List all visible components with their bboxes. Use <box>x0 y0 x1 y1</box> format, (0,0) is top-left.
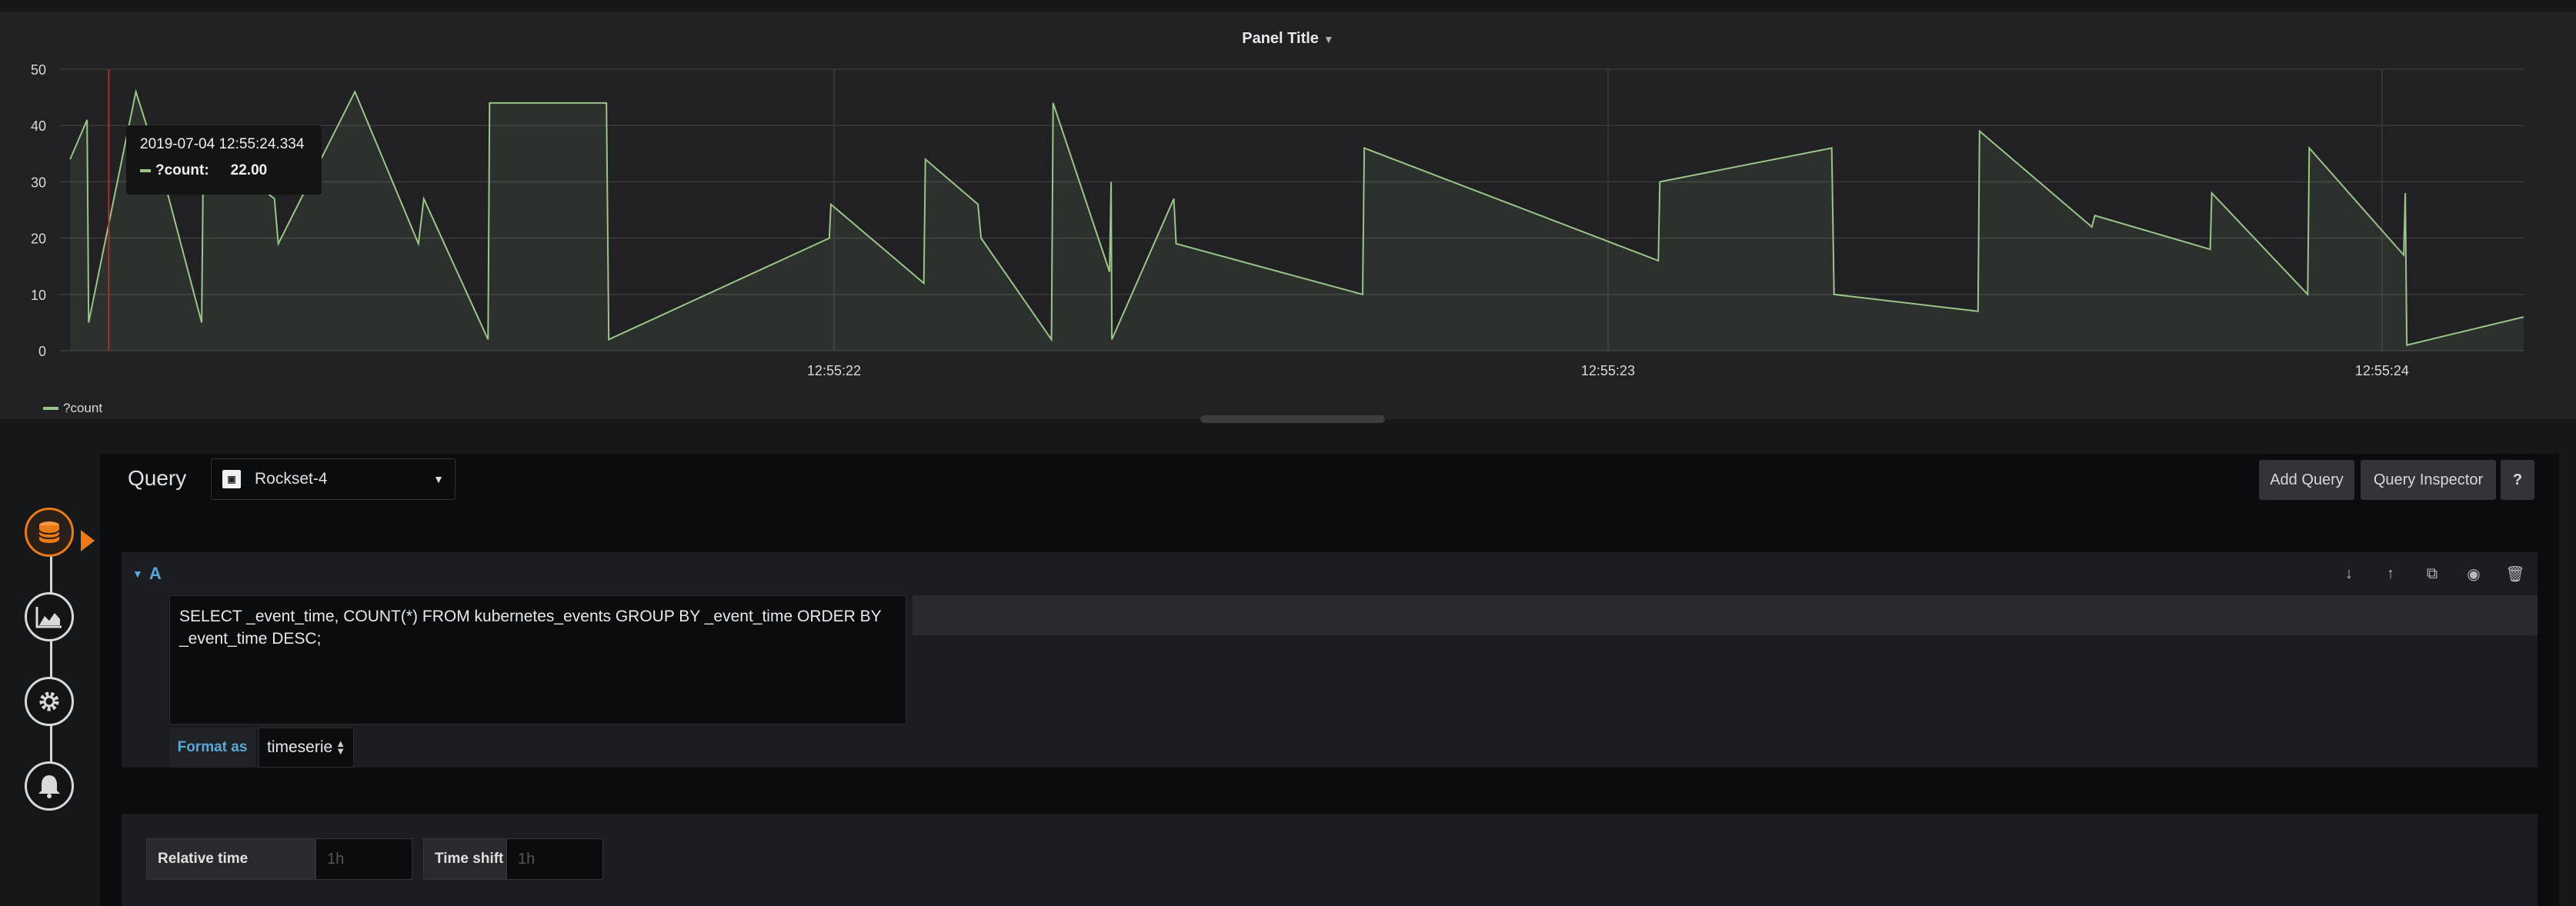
format-as-label: Format as <box>169 728 255 768</box>
datasource-logo-icon: ▣ <box>222 470 241 488</box>
toggle-visibility-icon[interactable]: ◉ <box>2467 565 2481 583</box>
chevron-down-icon: ▼ <box>433 473 444 485</box>
x-tick-label: 12:55:23 <box>1581 363 1635 378</box>
general-tab-button[interactable] <box>25 677 74 726</box>
x-tick-label: 12:55:22 <box>807 363 861 378</box>
delete-icon[interactable]: 🗑 <box>2505 565 2525 583</box>
tooltip-row: ?count: 22.00 <box>140 162 308 179</box>
alert-bell-icon <box>38 775 60 798</box>
move-up-icon[interactable]: ↑ <box>2387 565 2394 582</box>
y-tick-label: 50 <box>31 62 46 78</box>
datasource-name: Rockset-4 <box>255 470 328 488</box>
tooltip-series-swatch <box>140 169 151 172</box>
add-query-button[interactable]: Add Query <box>2259 460 2354 500</box>
query-ref-id[interactable]: A <box>148 564 162 583</box>
relative-time-label: Relative time <box>146 838 315 880</box>
queries-tab-button[interactable] <box>25 508 95 557</box>
visualization-tab-button[interactable] <box>25 592 74 641</box>
chart-legend[interactable]: ?count <box>43 401 102 416</box>
settings-icon <box>39 691 59 711</box>
move-down-icon[interactable]: ↓ <box>2345 565 2353 582</box>
tooltip-series-name: ?count: <box>155 162 209 178</box>
format-as-select[interactable]: timeserie ▲ ▼ <box>259 728 354 768</box>
chart-svg[interactable]: 0 10 20 30 40 50 12:55:22 12:55:23 12:55:24 <box>0 12 2576 419</box>
graph-panel: Panel Title ▼ 0 10 20 30 40 50 12:55:22 12:55:23… <box>0 12 2576 419</box>
datasource-select[interactable]: ▣ Rockset-4 ▼ <box>211 458 455 500</box>
select-arrows-icon: ▲ ▼ <box>335 738 346 757</box>
query-row-header[interactable]: ▼ A ↓ ↑ ⧉ ◉ 🗑 <box>122 552 2538 595</box>
duplicate-icon[interactable]: ⧉ <box>2426 565 2438 582</box>
y-tick-label: 20 <box>31 231 46 247</box>
panel-title[interactable]: Panel Title ▼ <box>0 30 2576 48</box>
query-row-actions: ↓ ↑ ⧉ ◉ 🗑 <box>2339 565 2525 584</box>
editor-side-nav <box>20 501 112 824</box>
alert-tab-button[interactable] <box>25 761 74 811</box>
sql-textarea[interactable]: SELECT _event_time, COUNT(*) FROM kubern… <box>169 595 906 724</box>
query-editor: Query ▣ Rockset-4 ▼ Add Query Query Insp… <box>100 454 2559 906</box>
collapse-caret-icon[interactable]: ▼ <box>132 568 143 580</box>
active-tab-arrow <box>81 530 95 551</box>
query-extra-field <box>913 595 2538 635</box>
time-shift-input[interactable]: 1h <box>506 838 603 880</box>
panel-resize-handle[interactable] <box>1200 415 1385 423</box>
visualization-icon <box>35 607 62 628</box>
format-as-value: timeserie <box>267 738 333 756</box>
query-options: Relative time 1h Time shift 1h <box>122 814 2538 906</box>
time-shift-label: Time shift <box>423 838 506 880</box>
relative-time-input[interactable]: 1h <box>315 838 412 880</box>
query-body: SELECT _event_time, COUNT(*) FROM kubern… <box>122 595 2538 768</box>
y-tick-label: 30 <box>31 175 46 190</box>
query-heading: Query <box>128 466 187 490</box>
panel-title-text[interactable]: Panel Title <box>1242 30 1319 47</box>
tooltip-value: 22.00 <box>230 162 268 178</box>
database-icon <box>38 521 60 543</box>
y-tick-label: 10 <box>31 288 46 303</box>
panel-menu-caret-icon[interactable]: ▼ <box>1323 33 1334 45</box>
legend-series-name[interactable]: ?count <box>63 401 103 415</box>
chart-tooltip: 2019-07-04 12:55:24.334 ?count: 22.00 <box>126 125 322 195</box>
y-tick-label: 40 <box>31 118 46 134</box>
series-area <box>70 92 2524 351</box>
side-nav-connector <box>50 532 52 786</box>
query-inspector-button[interactable]: Query Inspector <box>2361 460 2496 500</box>
help-button[interactable]: ? <box>2501 460 2534 500</box>
x-tick-label: 12:55:24 <box>2355 363 2409 378</box>
y-tick-label: 0 <box>38 344 46 359</box>
legend-swatch[interactable] <box>43 407 58 410</box>
tooltip-time: 2019-07-04 12:55:24.334 <box>140 136 305 152</box>
